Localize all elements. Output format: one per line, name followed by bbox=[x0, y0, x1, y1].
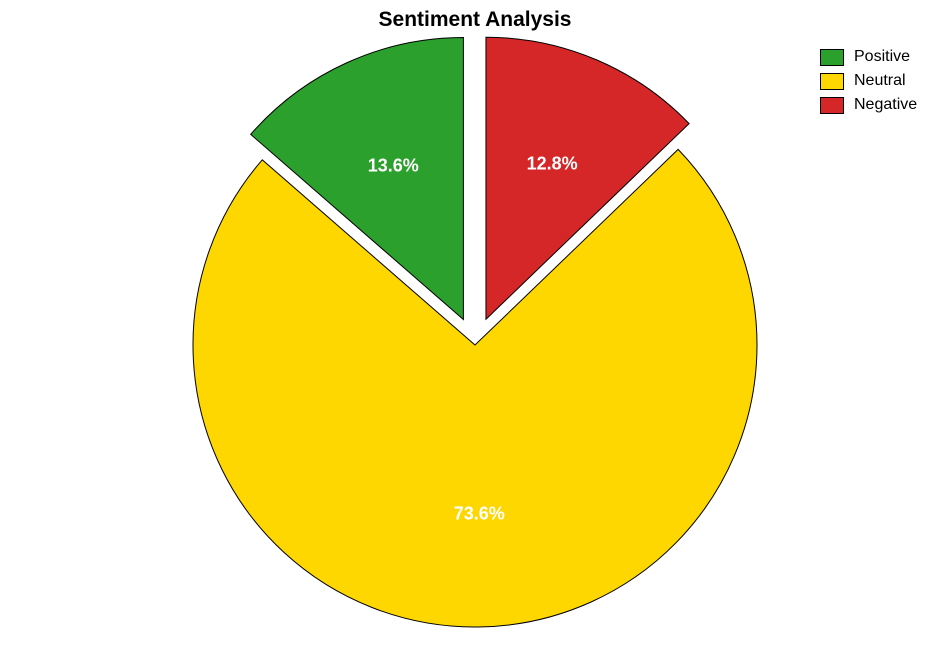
slice-label-neutral: 73.6% bbox=[454, 504, 505, 525]
legend-label: Positive bbox=[854, 48, 910, 66]
legend: Positive Neutral Negative bbox=[820, 48, 917, 120]
slice-label-negative: 12.8% bbox=[527, 153, 578, 174]
legend-item-neutral: Neutral bbox=[820, 72, 917, 90]
legend-swatch bbox=[820, 73, 844, 90]
pie-slice-neutral bbox=[193, 149, 757, 627]
slice-label-positive: 13.6% bbox=[368, 155, 419, 176]
legend-item-negative: Negative bbox=[820, 96, 917, 114]
legend-swatch bbox=[820, 97, 844, 114]
legend-item-positive: Positive bbox=[820, 48, 917, 66]
legend-label: Neutral bbox=[854, 72, 906, 90]
legend-label: Negative bbox=[854, 96, 917, 114]
chart-container: Sentiment Analysis 13.6%73.6%12.8% Posit… bbox=[0, 0, 950, 662]
legend-swatch bbox=[820, 49, 844, 66]
pie-chart bbox=[0, 0, 950, 662]
